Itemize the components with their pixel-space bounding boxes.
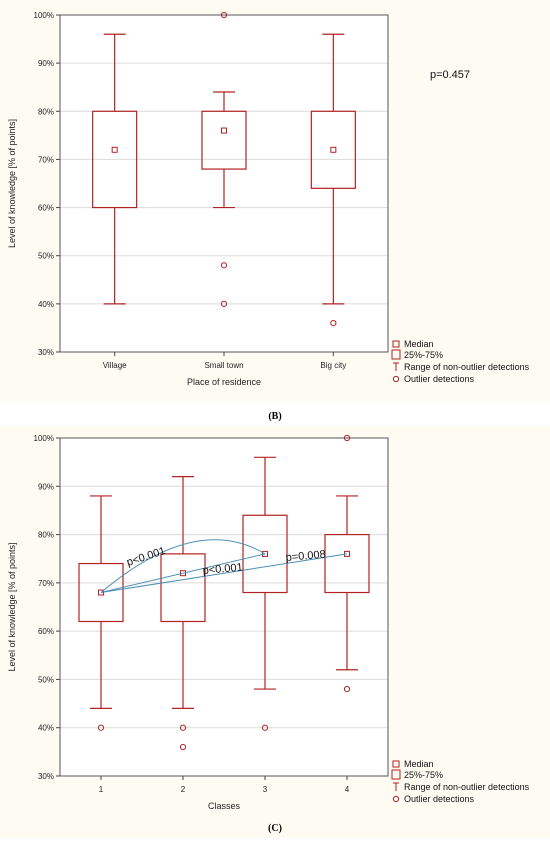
x-axis-label: Classes	[208, 801, 241, 811]
y-tick-label: 50%	[38, 252, 54, 261]
y-tick-label: 100%	[34, 11, 54, 20]
outlier-point	[179, 743, 187, 751]
iqr-box	[310, 110, 356, 189]
median-marker	[111, 146, 118, 153]
outlier-point	[343, 685, 351, 693]
y-tick-label: 60%	[38, 627, 54, 636]
comparison-line-1-3	[100, 553, 266, 594]
y-tick-label: 60%	[38, 204, 54, 213]
outlier-point	[97, 724, 105, 731]
outlier-point	[261, 724, 269, 731]
comparison-label-line-1-4: p=0.008	[285, 549, 326, 564]
iqr-box	[324, 533, 370, 594]
y-tick-label: 30%	[38, 772, 54, 781]
caption-c: (C)	[268, 823, 282, 834]
y-tick-label: 100%	[34, 434, 54, 443]
comparison-line-1-4	[100, 553, 348, 594]
legend-label: Median	[404, 759, 434, 769]
y-tick-label: 40%	[38, 724, 54, 733]
legend-label: Range of non-outlier detections	[404, 362, 530, 372]
outlier-point	[330, 320, 337, 327]
y-tick-label: 70%	[38, 155, 54, 164]
panel-c: 30% 40% 50% 60% 70% 80% 90% 100% 1 2 3 4 Classes Leve…	[0, 426, 550, 838]
iqr-box	[78, 562, 124, 623]
legend-box-icon	[391, 769, 401, 780]
panel-b: 30% 40% 50% 60% 70% 80% 90% 100% Village Small to…	[0, 0, 550, 402]
legend-label: Outlier detections	[404, 794, 475, 804]
x-tick-label: Big city	[320, 361, 346, 370]
x-axis-label: Place of residence	[187, 377, 261, 387]
outlier-point	[220, 300, 228, 307]
median-marker	[221, 127, 227, 134]
legend-median-icon	[392, 340, 400, 348]
iqr-box	[201, 110, 247, 170]
y-tick-label: 80%	[38, 107, 54, 116]
p-value-annotation: p=0.457	[430, 69, 470, 81]
y-tick-label: 30%	[38, 348, 54, 357]
iqr-box	[92, 110, 138, 209]
y-axis-label: Level of knowledge [% of points]	[7, 542, 17, 671]
iqr-box	[242, 514, 288, 594]
y-tick-label: 80%	[38, 531, 54, 540]
x-tick-label: Small town	[204, 361, 243, 370]
x-tick-label: 1	[99, 785, 104, 794]
outlier-point	[220, 262, 228, 269]
legend-label: Outlier detections	[404, 374, 475, 384]
median-marker	[330, 146, 337, 153]
legend-label: 25%-75%	[404, 350, 443, 360]
legend-median-icon	[392, 760, 400, 768]
comparison-arc-1-3	[100, 539, 266, 593]
plot-frame	[59, 437, 389, 777]
x-tick-label: 2	[181, 785, 186, 794]
outlier-point	[220, 11, 228, 19]
outlier-point	[179, 724, 187, 731]
y-axis-label: Level of knowledge [% of points]	[7, 119, 17, 248]
legend-box-icon	[391, 349, 401, 360]
y-tick-label: 40%	[38, 300, 54, 309]
y-tick-label: 50%	[38, 675, 54, 684]
plot-area	[60, 438, 388, 776]
legend-label: 25%-75%	[404, 770, 443, 780]
legend-outlier-icon	[392, 795, 400, 803]
outlier-point	[343, 434, 351, 442]
y-tick-label: 90%	[38, 482, 54, 491]
legend-label: Median	[404, 339, 434, 349]
y-tick-label: 70%	[38, 579, 54, 588]
x-tick-label: Village	[103, 361, 127, 370]
iqr-box	[160, 553, 206, 623]
comparison-label-line-1-3: p<0.001	[202, 562, 243, 577]
boxplot-c: 30% 40% 50% 60% 70% 80% 90% 100% 1 2 3 4 Classes Leve…	[7, 434, 530, 811]
y-tick-label: 90%	[38, 59, 54, 68]
x-tick-label: 4	[345, 785, 350, 794]
legend-label: Range of non-outlier detections	[404, 782, 530, 792]
boxplot-b: 30% 40% 50% 60% 70% 80% 90% 100% Village Small to…	[7, 11, 530, 387]
caption-b: (B)	[268, 411, 282, 422]
x-tick-label: 3	[263, 785, 268, 794]
legend-outlier-icon	[392, 375, 400, 383]
